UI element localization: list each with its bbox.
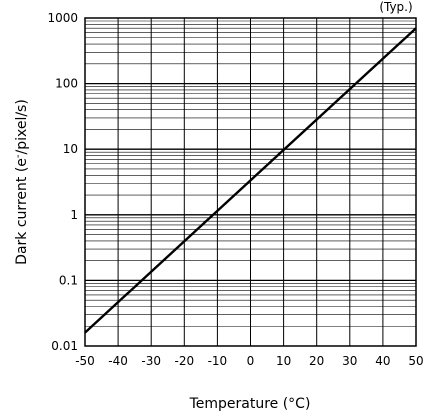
x-tick-labels: -50 -40 -30 -20 -10 0 10 20 30 40 50: [75, 354, 423, 368]
x-tick-label: 20: [309, 354, 324, 368]
x-tick-label: 30: [342, 354, 357, 368]
y-tick-label: 0.1: [59, 273, 78, 287]
y-axis-label-main: Dark current (e: [14, 158, 30, 265]
y-axis-label-rest: /pixel/s): [14, 99, 30, 154]
plot-frame: [84, 17, 417, 347]
y-tick-label: 1000: [47, 11, 78, 25]
x-tick-label: -50: [75, 354, 95, 368]
y-tick-label: 1: [70, 208, 78, 222]
series-line-1: [84, 27, 417, 334]
x-tick-label: -30: [141, 354, 161, 368]
y-axis-label: Dark current (e-/pixel/s): [13, 99, 30, 265]
series-layer: [84, 27, 417, 334]
y-tick-label: 100: [55, 77, 78, 91]
x-tick-label: 50: [408, 354, 423, 368]
x-tick-label: -40: [108, 354, 128, 368]
x-tick-label: -10: [208, 354, 228, 368]
x-tick-label: -20: [174, 354, 194, 368]
y-axis-label-superscript: -: [13, 154, 24, 158]
y-tick-label: 0.01: [51, 339, 78, 353]
major-gridlines: [85, 18, 416, 346]
x-axis-label: Temperature (°C): [189, 396, 311, 412]
y-tick-label: 10: [63, 142, 78, 156]
x-tick-label: 0: [247, 354, 255, 368]
typical-note: (Typ.): [379, 0, 412, 14]
x-tick-label: 40: [375, 354, 390, 368]
x-tick-label: 10: [276, 354, 291, 368]
y-tick-labels: 1000 100 10 1 0.1 0.01: [47, 11, 78, 353]
